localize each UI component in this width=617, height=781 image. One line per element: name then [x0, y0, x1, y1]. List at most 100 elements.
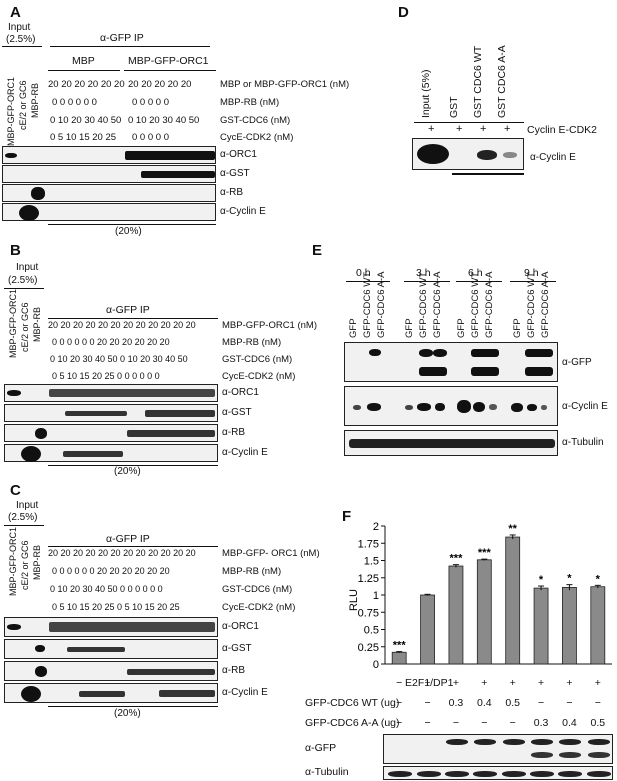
b-blot-label-rb: α-RB — [222, 427, 246, 438]
f-band — [558, 771, 583, 777]
f-condition-cell: − — [509, 717, 516, 729]
blot-a-rb — [2, 184, 216, 202]
b-blot-label-cyclin-e: α-Cyclin E — [222, 447, 268, 458]
f-bar — [448, 565, 464, 665]
group-mbp: MBP — [72, 55, 95, 67]
b-row1-values: 20 20 20 20 20 20 20 20 20 20 20 20 — [48, 320, 196, 330]
a-row3-label: GST-CDC6 (nM) — [220, 115, 291, 126]
blot-d-cyclin-e — [412, 138, 524, 170]
ip-label-a: α-GFP IP — [100, 32, 144, 44]
f-condition-cell: − — [396, 697, 403, 709]
c-row3-label: GST-CDC6 (nM) — [222, 584, 293, 595]
blot-e-gfp — [344, 342, 558, 382]
b-row2-label: MBP-RB (nM) — [222, 337, 282, 348]
blot-b-orc1 — [4, 384, 218, 402]
f-bar — [562, 587, 577, 665]
f-band — [388, 771, 413, 777]
a-row1-values: 20 20 20 20 20 20 — [48, 79, 125, 90]
input-pct-c: (2.5%) — [8, 512, 38, 523]
b-row3-label: GST-CDC6 (nM) — [222, 354, 293, 365]
f-condition-cell: + — [481, 677, 488, 689]
f-bar — [590, 586, 606, 665]
b-percent: (20%) — [114, 466, 141, 477]
e-time-6: 6 h — [468, 267, 483, 279]
f-significance: * — [567, 573, 572, 585]
f-band — [445, 739, 468, 745]
f-bar — [476, 559, 492, 665]
b-row2-values: 0 0 0 0 0 0 20 20 20 20 20 20 — [52, 337, 170, 347]
f-condition-cell: + — [509, 677, 516, 689]
f-condition-cell: 0.5 — [505, 697, 520, 709]
e-time-9-line — [510, 281, 556, 282]
a-blot-label-cyclin-e: α-Cyclin E — [220, 206, 266, 217]
input-label-c: Input — [16, 500, 39, 511]
f-band — [502, 739, 525, 745]
blot-c-cyclin-e — [4, 683, 218, 703]
input-underline-a — [2, 46, 42, 47]
f-significance: * — [596, 573, 601, 585]
f-y-tick-label: 0.5 — [364, 625, 379, 637]
c-row2-values: 0 0 0 0 0 0 20 20 20 20 20 20 — [52, 566, 170, 576]
f-condition-cell: + — [537, 677, 545, 689]
ip-underline-a — [50, 46, 210, 47]
e-blot-label-gfp: α-GFP — [562, 357, 592, 368]
d-header-line — [414, 122, 524, 123]
panel-letter-b: B — [10, 242, 21, 259]
b-blot-label-gst: α-GST — [222, 407, 252, 418]
blot-f-tubulin — [383, 766, 613, 780]
f-y-tick-label: 1.5 — [364, 556, 379, 568]
c-percent: (20%) — [114, 708, 141, 719]
f-significance: *** — [478, 547, 492, 559]
f-significance: *** — [450, 553, 464, 565]
panel-letter-f: F — [342, 508, 352, 525]
panel-letter-c: C — [10, 482, 21, 499]
f-condition-cell: 0.5 — [590, 717, 606, 729]
e-time-0-line — [346, 281, 390, 282]
f-y-tick-label: 0.75 — [358, 607, 379, 619]
b-row1-label: MBP-GFP-ORC1 (nM) — [222, 320, 317, 331]
group-orc1: MBP-GFP-ORC1 — [128, 55, 209, 67]
f-band — [587, 739, 610, 745]
blot-c-orc1 — [4, 617, 218, 637]
f-blot-label-gfp: α-GFP — [305, 742, 337, 754]
f-condition-cell: 0.3 — [448, 697, 464, 709]
c-row1-label: MBP-GFP- ORC1 (nM) — [222, 548, 320, 559]
ip-underline-b — [48, 318, 218, 319]
a-row2-values: 0 0 0 0 0 0 — [52, 97, 97, 108]
f-band — [473, 771, 498, 777]
b-bottom-line — [48, 465, 218, 466]
f-bar — [533, 587, 549, 665]
c-row3-values: 0 10 20 30 40 50 0 0 0 0 0 0 — [50, 584, 163, 594]
f-band — [416, 771, 441, 777]
f-y-tick-label: 0.25 — [358, 642, 379, 654]
input-pct-a: (2.5%) — [6, 34, 36, 45]
group-mbp-line — [48, 70, 120, 71]
f-condition-cell: + — [566, 677, 573, 689]
c-row4-values: 0 5 10 15 20 25 0 5 10 15 20 25 — [52, 602, 180, 612]
input-label-b: Input — [16, 262, 39, 273]
f-condition-cell: − — [481, 717, 488, 729]
d-treatment-label: Cyclin E-CDK2 — [527, 124, 598, 136]
a-row1-values2: 20 20 20 20 20 — [128, 79, 192, 90]
a-row2-label: MBP-RB (nM) — [220, 97, 280, 108]
f-condition-cell: − — [566, 697, 573, 709]
c-row4-label: CycE-CDK2 (nM) — [222, 602, 296, 613]
f-cond-label-1: GFP-CDC6 WT (ug) — [305, 697, 400, 709]
f-condition-cell: 0.4 — [562, 717, 577, 729]
f-band — [587, 752, 610, 758]
blot-f-gfp — [383, 734, 613, 764]
f-significance: ** — [508, 523, 517, 535]
f-bar — [391, 651, 407, 665]
f-condition-cell: − — [396, 717, 403, 729]
a-blot-label-rb: α-RB — [220, 187, 244, 198]
c-blot-label-rb: α-RB — [222, 665, 246, 676]
f-condition-cell: + — [424, 677, 431, 689]
f-band — [444, 771, 469, 777]
e-time-9: 9 h — [524, 267, 539, 279]
a-row2-values2: 0 0 0 0 0 — [132, 97, 169, 108]
f-y-tick-label: 1.75 — [358, 538, 379, 550]
f-condition-cell: + — [452, 677, 459, 689]
f-bar — [505, 536, 521, 665]
f-condition-cell: − — [594, 697, 601, 709]
f-condition-cell: − — [424, 697, 431, 709]
